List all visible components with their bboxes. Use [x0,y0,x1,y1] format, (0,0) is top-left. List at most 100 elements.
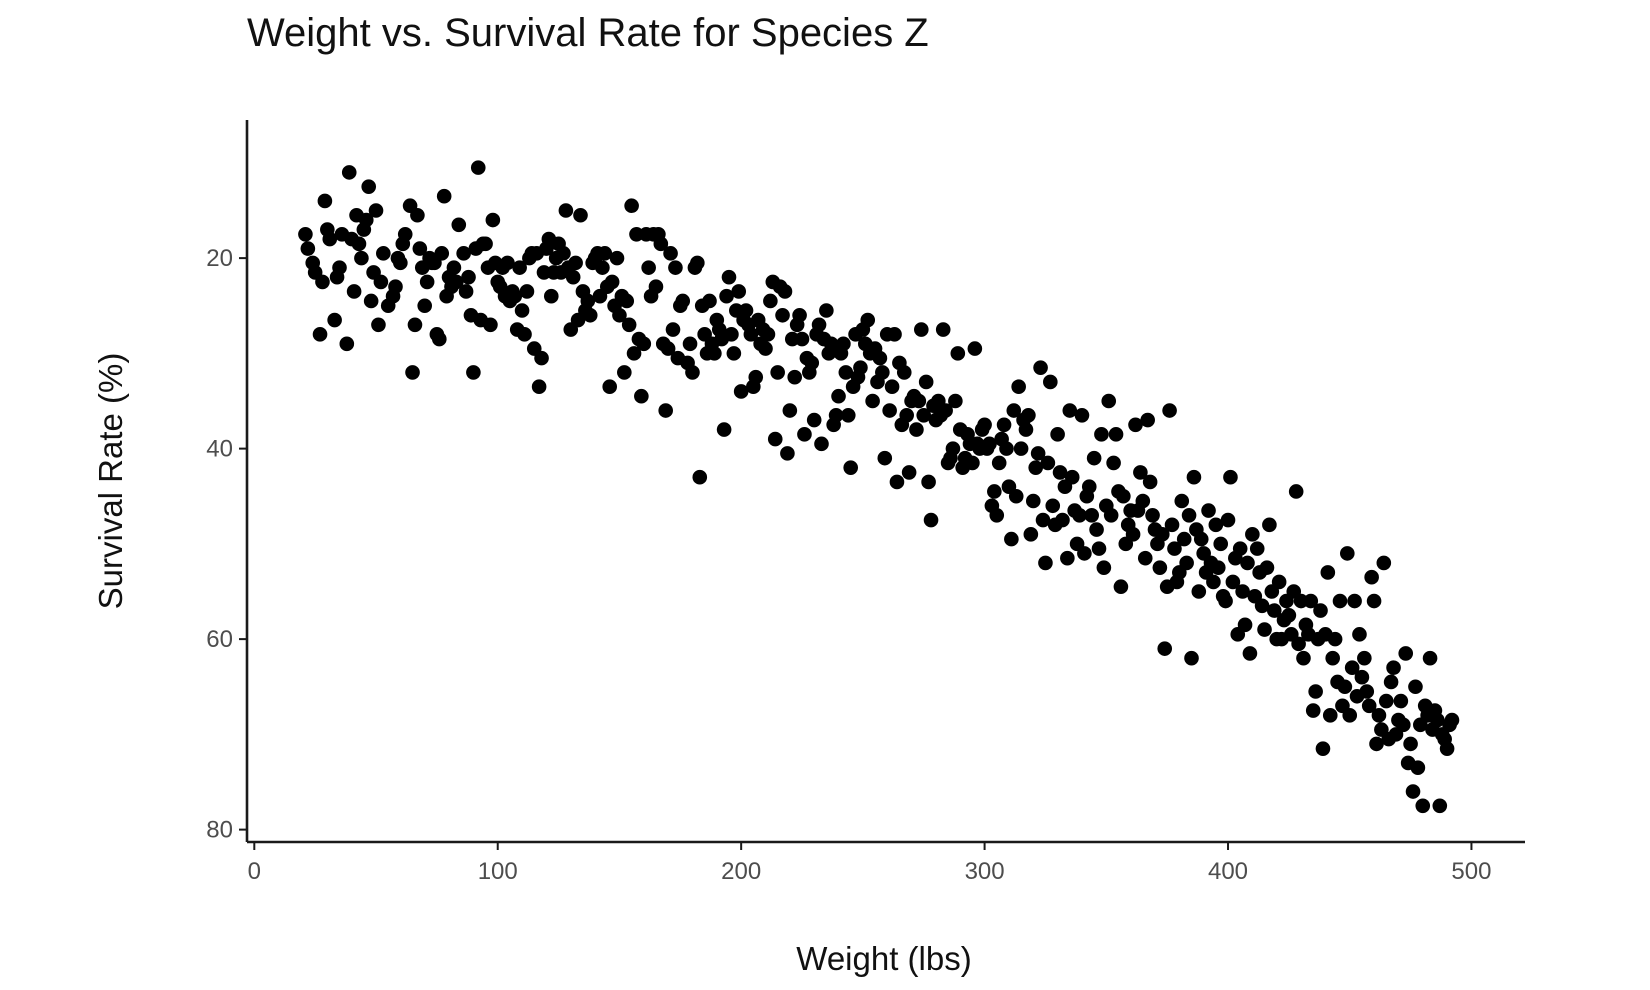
data-point [1052,465,1068,480]
data-point [726,346,742,361]
data-point [407,317,423,333]
data-point [1405,784,1421,799]
data-point [760,327,776,342]
data-point [612,307,627,323]
data-point [938,403,953,418]
data-point [989,507,1005,523]
data-point [1145,507,1160,523]
data-point [602,379,618,395]
data-point [780,446,795,461]
data-point [797,427,812,442]
data-point [1162,403,1177,418]
data-point [341,165,357,180]
data-point [312,327,328,342]
data-point [1403,736,1418,752]
data-point [1410,760,1426,776]
data-point [1271,574,1287,590]
data-point [461,269,476,285]
data-point [1167,541,1182,556]
data-point [1038,555,1053,571]
data-point [945,441,961,456]
data-point [1408,679,1423,695]
data-point [1201,503,1216,518]
data-point [332,260,347,275]
data-point [1128,417,1143,433]
data-point [1266,603,1282,618]
data-point [707,346,722,361]
data-point [811,317,827,333]
data-point [872,350,888,366]
data-point [653,236,669,252]
data-point [899,407,914,423]
data-point [1371,708,1387,723]
data-point [604,274,620,290]
data-point [838,365,854,380]
data-point [1398,646,1414,661]
x-axis-ticks: 0 100 200 300 400 500 [248,842,1491,885]
data-point [1288,484,1304,499]
data-point [300,241,316,256]
data-point [619,293,635,309]
data-point [1101,393,1117,409]
data-point [393,255,408,271]
data-point [512,260,527,275]
data-point [1179,555,1194,571]
data-point [738,303,754,318]
data-point [1208,517,1224,533]
data-point [1096,560,1112,575]
data-point [724,327,739,342]
data-point [405,365,420,380]
data-point [1108,427,1124,442]
data-point [977,417,992,433]
data-point [692,469,708,485]
data-point [483,317,498,333]
data-point [853,360,868,375]
data-point [346,284,362,299]
data-point [1113,579,1129,595]
data-point [298,227,313,242]
data-point [514,303,530,318]
data-point [831,388,846,404]
data-point [923,512,939,528]
x-tick-label: 300 [965,858,1005,885]
data-point [456,246,471,261]
data-point [1140,412,1155,428]
data-point [1332,593,1348,609]
data-point [1357,650,1372,666]
data-point [1254,598,1270,614]
y-axis-ticks: 20 40 60 80 [206,245,247,844]
data-point [1315,741,1331,756]
data-point [991,455,1007,471]
data-point [410,207,425,223]
chart-title: Weight vs. Survival Rate for Species Z [247,11,929,55]
data-point [1157,641,1173,656]
data-point [1320,565,1336,580]
data-point [1354,669,1370,685]
data-point [828,407,844,423]
data-point [1210,560,1226,575]
data-point [1094,427,1109,442]
data-point [1072,507,1087,523]
data-point [354,250,369,266]
data-point [436,188,452,204]
data-point [1395,717,1411,733]
data-point [1347,593,1362,609]
data-point [702,293,717,309]
data-point [716,422,732,437]
data-point [840,407,856,423]
data-point [412,241,428,256]
data-point [770,365,785,380]
data-point [787,369,803,385]
data-point [466,365,481,380]
data-point [417,298,433,314]
data-point [1359,684,1375,699]
data-point [663,246,678,261]
data-point [446,260,462,275]
data-point [597,246,613,261]
data-point [1030,446,1046,461]
data-point [1045,498,1061,514]
data-point [1242,646,1258,661]
data-point [617,365,632,380]
data-point [1305,703,1321,718]
